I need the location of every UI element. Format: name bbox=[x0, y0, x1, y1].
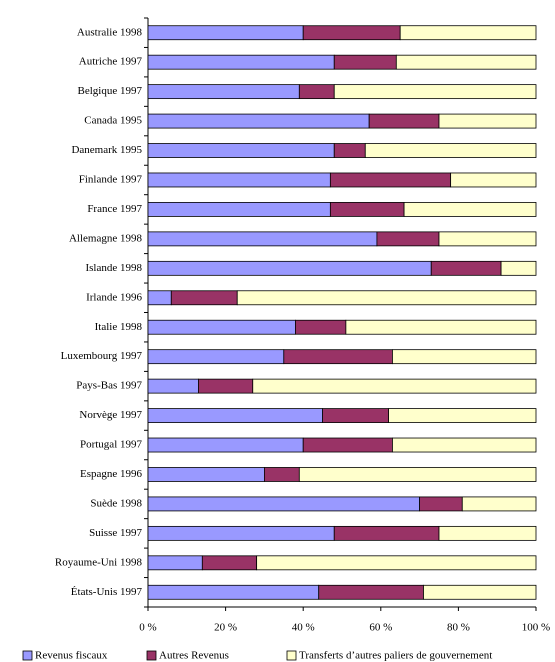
bar-segment bbox=[423, 584, 537, 600]
y-tick-label: Pays-Bas 1997 bbox=[76, 380, 142, 392]
legend-label: Autres Revenus bbox=[159, 650, 229, 662]
legend-swatch bbox=[286, 650, 297, 661]
bar-segment bbox=[392, 349, 537, 365]
bar-segment bbox=[368, 113, 440, 129]
y-tick-label: Portugal 1997 bbox=[80, 439, 143, 451]
bar-segment bbox=[147, 496, 421, 512]
bar-segment bbox=[322, 408, 389, 423]
legend-label: Transferts d’autres paliers de gouvernem… bbox=[299, 650, 492, 662]
bar-segment bbox=[329, 172, 452, 188]
bar-segment bbox=[302, 25, 401, 41]
bar-segment bbox=[147, 172, 331, 188]
y-tick-label: France 1997 bbox=[87, 203, 142, 215]
y-tick-label: Autriche 1997 bbox=[79, 56, 143, 68]
y-tick-label: Canada 1995 bbox=[84, 115, 142, 127]
bar-segment bbox=[147, 437, 304, 453]
bar-segment bbox=[198, 378, 254, 394]
bar-segment bbox=[318, 584, 424, 600]
bar-segment bbox=[345, 319, 537, 335]
y-tick-label: Norvège 1997 bbox=[79, 409, 142, 421]
bar-segment bbox=[302, 437, 393, 453]
bar-segment bbox=[438, 525, 537, 541]
bar-segment bbox=[147, 260, 432, 276]
bar-segment bbox=[147, 84, 300, 100]
bar-segment bbox=[147, 290, 172, 306]
bar-segment bbox=[147, 584, 320, 600]
bar-segment bbox=[252, 378, 537, 394]
bar-segment bbox=[388, 408, 537, 423]
y-tick-label: Suède 1998 bbox=[90, 497, 142, 509]
y-tick-label: États-Unis 1997 bbox=[71, 586, 143, 598]
bar-segment bbox=[298, 467, 537, 482]
x-tick-label: 20 % bbox=[214, 622, 237, 634]
bar-segment bbox=[500, 260, 537, 276]
bar-segment bbox=[201, 555, 258, 571]
legend-swatch bbox=[146, 650, 157, 661]
y-tick-label: Islande 1998 bbox=[85, 262, 142, 274]
y-tick-label: Royaume-Uni 1998 bbox=[55, 556, 143, 568]
bar-segment bbox=[333, 84, 537, 100]
bar-segment bbox=[438, 231, 537, 247]
legend-label: Revenus fiscaux bbox=[35, 650, 108, 662]
bar-segment bbox=[376, 231, 440, 247]
bar-segment bbox=[419, 496, 463, 512]
bar-segment bbox=[438, 113, 537, 129]
x-tick-label: 40 % bbox=[292, 622, 315, 634]
bar-segment bbox=[147, 25, 304, 41]
bar-segment bbox=[283, 349, 393, 365]
y-tick-label: Australie 1998 bbox=[77, 26, 143, 38]
bar-segment bbox=[461, 496, 537, 512]
x-tick-label: 0 % bbox=[139, 622, 156, 634]
y-tick-label: Danemark 1995 bbox=[71, 144, 142, 156]
y-tick-label: Suisse 1997 bbox=[89, 527, 142, 539]
bar-segment bbox=[147, 319, 296, 335]
bar-segment bbox=[147, 525, 335, 541]
y-tick-label: Belgique 1997 bbox=[78, 85, 143, 97]
bar-segment bbox=[147, 349, 285, 365]
bar-segment bbox=[329, 202, 405, 217]
bar-segment bbox=[450, 172, 537, 188]
bar-segment bbox=[392, 437, 537, 453]
bar-segment bbox=[364, 143, 537, 158]
y-tick-label: Allemagne 1998 bbox=[69, 232, 143, 244]
bar-segment bbox=[333, 525, 440, 541]
x-tick-label: 80 % bbox=[447, 622, 470, 634]
bar-segment bbox=[256, 555, 537, 571]
bar-segment bbox=[170, 290, 238, 306]
bar-segment bbox=[147, 54, 335, 70]
y-tick-label: Finlande 1997 bbox=[79, 174, 143, 186]
bar-segment bbox=[147, 231, 378, 247]
bar-segment bbox=[147, 408, 324, 423]
y-tick-label: Luxembourg 1997 bbox=[61, 350, 143, 362]
bar-segment bbox=[147, 143, 335, 158]
y-tick-label: Irlande 1996 bbox=[86, 291, 142, 303]
bar-segment bbox=[430, 260, 502, 276]
bar-segment bbox=[298, 84, 335, 100]
legend-swatch bbox=[22, 650, 33, 661]
bar-segment bbox=[263, 467, 300, 482]
bar-segment bbox=[147, 113, 370, 129]
bar-segment bbox=[147, 467, 265, 482]
bar-segment bbox=[295, 319, 347, 335]
bar-segment bbox=[403, 202, 537, 217]
bar-segment bbox=[333, 54, 397, 70]
bar-segment bbox=[147, 555, 203, 571]
y-tick-label: Italie 1998 bbox=[95, 321, 143, 333]
bar-segment bbox=[399, 25, 537, 41]
bar-segment bbox=[333, 143, 366, 158]
y-tick-label: Espagne 1996 bbox=[80, 468, 143, 480]
bar-segment bbox=[395, 54, 537, 70]
bar-segment bbox=[147, 202, 331, 217]
bar-segment bbox=[147, 378, 199, 394]
x-tick-label: 60 % bbox=[369, 622, 392, 634]
bar-segment bbox=[236, 290, 537, 306]
x-tick-label: 100 % bbox=[522, 622, 550, 634]
